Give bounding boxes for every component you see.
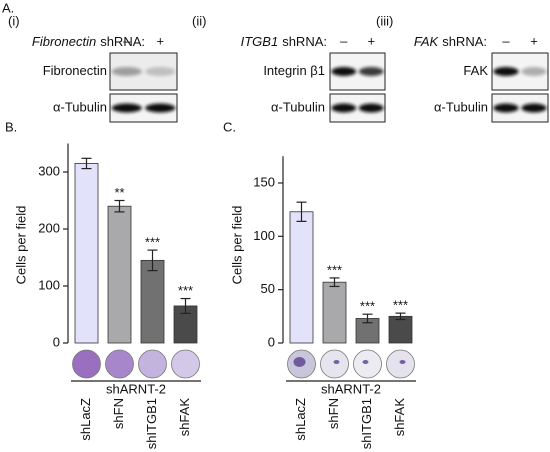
blot-header: ITGB1 shRNA: [241,34,327,49]
subpanel-label: (i) [8,13,20,28]
header-suffix: shRNA: [442,34,487,49]
blot-band [358,103,384,113]
blot-header: Fibronectin shRNA: [32,34,145,49]
blot-band [521,103,547,113]
y-axis-label: Cells per field [229,206,244,285]
blot-row-label: α-Tubulin [434,99,488,114]
y-axis-label: Cells per field [13,206,28,285]
colony-spot [293,357,306,367]
blot-band [111,103,142,113]
significance-label: *** [145,235,160,250]
blot-row-label: α-Tubulin [53,99,107,114]
x-tick-label: shFAK [392,398,407,437]
blot-row-label: α-Tubulin [271,99,325,114]
well-image [320,349,349,379]
blot-band [493,103,519,113]
error-bar [329,277,340,288]
blot-band [358,67,384,76]
well-image [105,349,134,379]
blot-band [521,67,547,76]
blot-header: FAK shRNA: [414,34,487,49]
significance-label: *** [393,298,408,313]
lane-label: – [340,33,348,48]
blot-row-label: Fibronectin [43,63,107,78]
lane-label: + [367,33,375,48]
lane-label: – [123,33,131,48]
well-image [171,349,200,379]
significance-label: ** [114,185,124,200]
error-bar [81,157,92,170]
error-bar [395,312,406,321]
y-tick-label: 100 [253,228,275,243]
y-tick-label: 0 [268,334,275,349]
subpanel-label: (ii) [192,13,206,28]
colony-spot [333,360,340,364]
y-tick-label: 150 [253,174,275,189]
bar [388,315,413,344]
y-tick-label: 50 [261,281,275,296]
subpanel-label: (iii) [376,13,393,28]
error-bar [180,297,191,314]
blot-band [111,67,142,76]
x-tick-label: shFAK [177,398,192,437]
blot-band [493,67,519,76]
significance-label: *** [360,299,375,314]
error-bar [296,201,307,222]
blot-row-label: Integrin β1 [263,63,325,78]
error-bar [114,199,125,213]
bar [74,163,99,344]
well-image [72,349,101,379]
gene-name: ITGB1 [241,34,279,49]
x-tick-label: shLacZ [78,398,93,441]
group-label: shARNT-2 [321,381,381,396]
group-label: shARNT-2 [106,381,166,396]
bar [140,259,165,344]
y-tick-label: 0 [53,334,60,349]
well-image [353,349,382,379]
colony-spot [362,360,369,364]
blot-band [145,103,176,113]
significance-label: *** [327,262,342,277]
error-bar [362,313,373,324]
panel-label: A. [2,0,14,15]
x-tick-label: shITGB1 [144,398,159,449]
lane-label: – [502,33,510,48]
gene-name: Fibronectin [32,34,96,49]
y-tick-label: 100 [38,277,60,292]
panel-label: B. [5,119,17,134]
bar [289,211,314,344]
significance-label: *** [178,283,193,298]
bar [107,205,132,344]
x-tick-label: shFN [326,398,341,429]
y-tick-label: 300 [38,163,60,178]
well-image [386,349,415,379]
well-image [138,349,167,379]
error-bar [147,249,158,272]
header-suffix: shRNA: [282,34,327,49]
panel-label: C. [223,119,236,134]
gene-name: FAK [414,34,440,49]
x-tick-label: shLacZ [293,398,308,441]
x-tick-label: shITGB1 [359,398,374,449]
header-suffix: shRNA: [100,34,145,49]
bar [322,281,347,344]
blot-row-label: FAK [463,63,488,78]
blot-band [145,67,176,76]
x-tick-label: shFN [111,398,126,429]
blot-band [331,103,357,113]
lane-label: + [156,33,164,48]
lane-label: + [530,33,538,48]
blot-band [331,67,357,76]
y-tick-label: 200 [38,220,60,235]
colony-spot [399,360,406,364]
